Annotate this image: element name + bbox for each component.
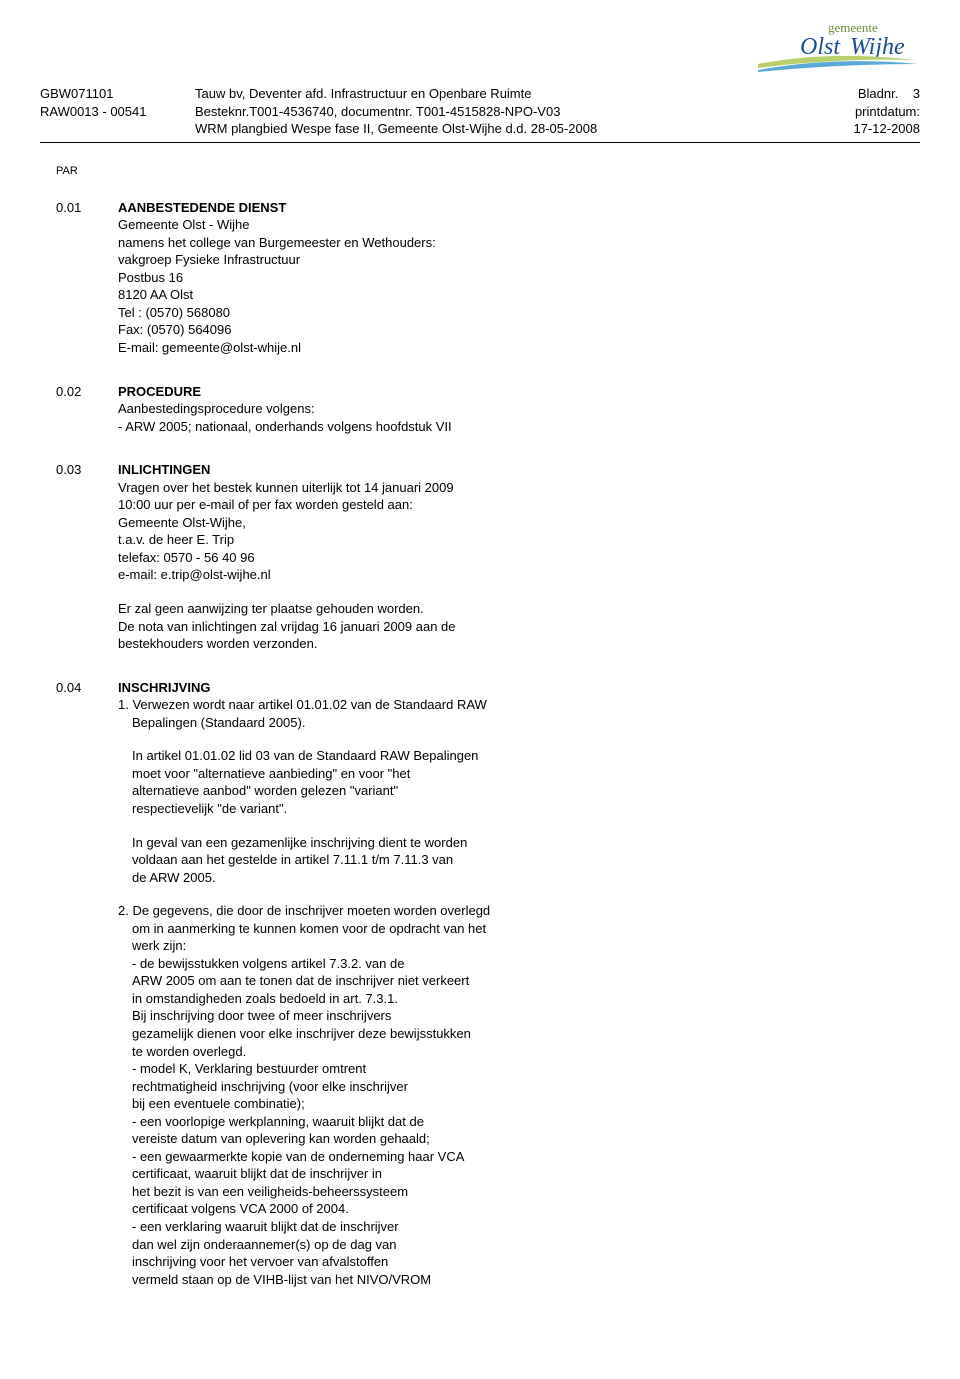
printdate-label: printdatum: <box>810 103 920 121</box>
body-line: bestekhouders worden verzonden. <box>118 635 618 653</box>
body-line: werk zijn: <box>118 937 618 955</box>
header-left: GBW071101 RAW0013 - 00541 <box>40 85 195 138</box>
bullet: - de bewijsstukken volgens artikel 7.3.2… <box>118 955 618 1060</box>
body-line: inschrijving voor het vervoer van afvals… <box>132 1253 618 1271</box>
body-line: vereiste datum van oplevering kan worden… <box>132 1130 618 1148</box>
section-number: 0.03 <box>40 461 118 652</box>
body-line: moet voor "alternatieve aanbieding" en v… <box>132 765 618 783</box>
paragraph: In artikel 01.01.02 lid 03 van de Standa… <box>118 747 618 817</box>
body-line: In geval van een gezamenlijke inschrijvi… <box>132 834 618 852</box>
body-line: e-mail: e.trip@olst-wijhe.nl <box>118 566 618 584</box>
list-item-1: 1. Verwezen wordt naar artikel 01.01.02 … <box>118 696 618 731</box>
bullet: - een voorlopige werkplanning, waaruit b… <box>118 1113 618 1148</box>
body-line: namens het college van Burgemeester en W… <box>118 234 618 252</box>
body-line: certificaat, waaruit blijkt dat de insch… <box>132 1165 618 1183</box>
body-line: Er zal geen aanwijzing ter plaatse gehou… <box>118 600 618 618</box>
body-line: - ARW 2005; nationaal, onderhands volgen… <box>118 418 618 436</box>
body-line: 8120 AA Olst <box>118 286 618 304</box>
paragraph: Vragen over het bestek kunnen uiterlijk … <box>118 479 618 584</box>
section-heading: PROCEDURE <box>118 383 618 401</box>
body-line: In artikel 01.01.02 lid 03 van de Standa… <box>132 747 618 765</box>
body-line: alternatieve aanbod" worden gelezen "var… <box>132 782 618 800</box>
section-number: 0.01 <box>40 199 118 357</box>
body-line: vermeld staan op de VIHB-lijst van het N… <box>132 1271 618 1289</box>
body-line: certificaat volgens VCA 2000 of 2004. <box>132 1200 618 1218</box>
body-line: - een gewaarmerkte kopie van de ondernem… <box>132 1148 618 1166</box>
body-line: Postbus 16 <box>118 269 618 287</box>
page-label: Bladnr. <box>858 86 898 101</box>
bullet: - een verklaring waaruit blijkt dat de i… <box>118 1218 618 1288</box>
body-line: vakgroep Fysieke Infrastructuur <box>118 251 618 269</box>
body-line: - een verklaring waaruit blijkt dat de i… <box>132 1218 618 1236</box>
body-line: rechtmatigheid inschrijving (voor elke i… <box>132 1078 618 1096</box>
header-center: Tauw bv, Deventer afd. Infrastructuur en… <box>195 85 810 138</box>
document-page: gemeente Olst Wijhe GBW071101 RAW0013 - … <box>0 0 960 1328</box>
header-right: Bladnr. 3 printdatum: 17-12-2008 <box>810 85 920 138</box>
section-body: INSCHRIJVING 1. Verwezen wordt naar arti… <box>118 679 618 1289</box>
body-line: 1. Verwezen wordt naar artikel 01.01.02 … <box>118 696 618 714</box>
section-heading: AANBESTEDENDE DIENST <box>118 199 618 217</box>
paragraph: Er zal geen aanwijzing ter plaatse gehou… <box>118 600 618 653</box>
body-line: Aanbestedingsprocedure volgens: <box>118 400 618 418</box>
body-line: E-mail: gemeente@olst-whije.nl <box>118 339 618 357</box>
bullet: - een gewaarmerkte kopie van de ondernem… <box>118 1148 618 1218</box>
logo-area: gemeente Olst Wijhe <box>40 20 920 77</box>
page-number-line: Bladnr. 3 <box>810 85 920 103</box>
par-label: PAR <box>56 165 920 177</box>
body-line: voldaan aan het gestelde in artikel 7.11… <box>132 851 618 869</box>
section-0-04: 0.04 INSCHRIJVING 1. Verwezen wordt naar… <box>40 679 920 1289</box>
body-line: telefax: 0570 - 56 40 96 <box>118 549 618 567</box>
printdate-value: 17-12-2008 <box>810 120 920 138</box>
body-line: in omstandigheden zoals bedoeld in art. … <box>132 990 618 1008</box>
body-line: dan wel zijn onderaannemer(s) op de dag … <box>132 1236 618 1254</box>
body-line: - de bewijsstukken volgens artikel 7.3.2… <box>132 955 618 973</box>
section-0-03: 0.03 INLICHTINGEN Vragen over het bestek… <box>40 461 920 652</box>
section-body: AANBESTEDENDE DIENST Gemeente Olst - Wij… <box>118 199 618 357</box>
section-0-02: 0.02 PROCEDURE Aanbestedingsprocedure vo… <box>40 383 920 436</box>
body-line: ARW 2005 om aan te tonen dat de inschrij… <box>132 972 618 990</box>
body-line: bij een eventuele combinatie); <box>132 1095 618 1113</box>
section-0-01: 0.01 AANBESTEDENDE DIENST Gemeente Olst … <box>40 199 920 357</box>
bullet: - model K, Verklaring bestuurder omtrent… <box>118 1060 618 1113</box>
ref-code-2: RAW0013 - 00541 <box>40 103 195 121</box>
section-number: 0.04 <box>40 679 118 1289</box>
body-line: Fax: (0570) 564096 <box>118 321 618 339</box>
body-line: Tel : (0570) 568080 <box>118 304 618 322</box>
header-divider <box>40 142 920 143</box>
body-line: het bezit is van een veiligheids-beheers… <box>132 1183 618 1201</box>
body-line: - een voorlopige werkplanning, waaruit b… <box>132 1113 618 1131</box>
page-number: 3 <box>913 86 920 101</box>
header-line2: Besteknr.T001-4536740, documentnr. T001-… <box>195 103 810 121</box>
paragraph: In geval van een gezamenlijke inschrijvi… <box>118 834 618 887</box>
body-line: Gemeente Olst-Wijhe, <box>118 514 618 532</box>
body-line: t.a.v. de heer E. Trip <box>118 531 618 549</box>
body-line: respectievelijk "de variant". <box>132 800 618 818</box>
header-line1: Tauw bv, Deventer afd. Infrastructuur en… <box>195 85 810 103</box>
body-line: te worden overlegd. <box>132 1043 618 1061</box>
section-number: 0.02 <box>40 383 118 436</box>
section-body: INLICHTINGEN Vragen over het bestek kunn… <box>118 461 618 652</box>
list-item-2: 2. De gegevens, die door de inschrijver … <box>118 902 618 1288</box>
document-header: GBW071101 RAW0013 - 00541 Tauw bv, Deven… <box>40 85 920 138</box>
header-line3: WRM plangbied Wespe fase II, Gemeente Ol… <box>195 120 810 138</box>
section-heading: INLICHTINGEN <box>118 461 618 479</box>
body-line: Bij inschrijving door twee of meer insch… <box>132 1007 618 1025</box>
body-line: Vragen over het bestek kunnen uiterlijk … <box>118 479 618 497</box>
section-heading: INSCHRIJVING <box>118 679 618 697</box>
body-line: Gemeente Olst - Wijhe <box>118 216 618 234</box>
body-line: - model K, Verklaring bestuurder omtrent <box>132 1060 618 1078</box>
body-line: 2. De gegevens, die door de inschrijver … <box>118 902 618 920</box>
body-line: gezamelijk dienen voor elke inschrijver … <box>132 1025 618 1043</box>
municipality-logo: gemeente Olst Wijhe <box>750 20 920 77</box>
section-body: PROCEDURE Aanbestedingsprocedure volgens… <box>118 383 618 436</box>
body-line: De nota van inlichtingen zal vrijdag 16 … <box>118 618 618 636</box>
logo-top-text: gemeente <box>828 20 878 35</box>
body-line: 10:00 uur per e-mail of per fax worden g… <box>118 496 618 514</box>
body-line: om in aanmerking te kunnen komen voor de… <box>118 920 618 938</box>
ref-code-1: GBW071101 <box>40 85 195 103</box>
body-line: de ARW 2005. <box>132 869 618 887</box>
logo-swoosh-icon: gemeente Olst Wijhe <box>750 20 920 72</box>
body-line: Bepalingen (Standaard 2005). <box>118 714 618 732</box>
